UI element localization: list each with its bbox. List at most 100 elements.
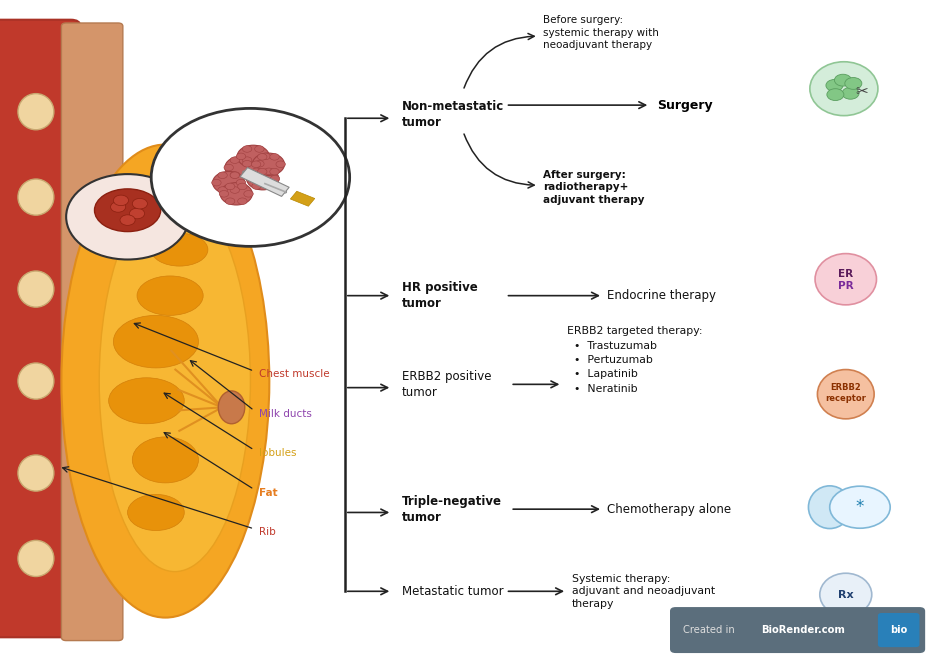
Text: ERBB2 positive
tumor: ERBB2 positive tumor [401, 370, 491, 399]
Circle shape [129, 208, 144, 219]
Circle shape [269, 154, 279, 160]
Circle shape [826, 89, 843, 101]
Ellipse shape [809, 62, 877, 116]
Ellipse shape [109, 378, 184, 424]
Text: Before surgery:
systemic therapy with
neoadjuvant therapy: Before surgery: systemic therapy with ne… [543, 16, 659, 50]
Circle shape [242, 146, 251, 152]
Circle shape [242, 171, 251, 178]
Circle shape [217, 187, 227, 193]
Circle shape [229, 157, 240, 164]
Circle shape [220, 183, 252, 205]
Ellipse shape [18, 271, 54, 307]
Circle shape [261, 153, 270, 160]
Ellipse shape [18, 94, 54, 130]
Circle shape [151, 108, 349, 246]
Circle shape [264, 168, 274, 175]
Text: Fat: Fat [259, 487, 278, 498]
Text: Non-metastatic
tumor: Non-metastatic tumor [401, 101, 503, 129]
Text: Chest muscle: Chest muscle [259, 369, 329, 380]
Circle shape [844, 78, 861, 89]
Ellipse shape [151, 233, 208, 266]
Circle shape [248, 164, 258, 171]
Circle shape [841, 87, 858, 99]
Circle shape [238, 198, 247, 204]
Circle shape [236, 153, 245, 160]
Ellipse shape [61, 145, 269, 618]
Text: lobules: lobules [259, 448, 296, 459]
Circle shape [211, 179, 221, 186]
Circle shape [825, 79, 842, 91]
Circle shape [264, 183, 274, 189]
FancyBboxPatch shape [0, 20, 80, 637]
Text: ER: ER [837, 269, 852, 279]
Circle shape [270, 175, 279, 182]
Text: Systemic therapy:
adjuvant and neoadjuvant
therapy: Systemic therapy: adjuvant and neoadjuva… [571, 574, 714, 608]
Polygon shape [240, 168, 289, 196]
Circle shape [242, 160, 251, 167]
Circle shape [120, 215, 135, 225]
Circle shape [251, 161, 261, 168]
Circle shape [225, 198, 234, 204]
Text: *: * [855, 498, 863, 516]
Circle shape [246, 168, 278, 190]
Text: Chemotherapy alone: Chemotherapy alone [606, 503, 730, 516]
Circle shape [257, 168, 266, 175]
Text: Endocrine therapy: Endocrine therapy [606, 289, 715, 302]
Circle shape [269, 168, 279, 175]
Ellipse shape [99, 191, 250, 572]
Text: Rx: Rx [837, 589, 852, 600]
Circle shape [229, 171, 240, 178]
Text: Metastatic tumor: Metastatic tumor [401, 585, 503, 598]
Text: ✂: ✂ [854, 85, 868, 99]
Circle shape [224, 164, 233, 171]
Circle shape [229, 172, 240, 179]
Text: ERBB2 targeted therapy:
  •  Trastuzumab
  •  Pertuzumab
  •  Lapatinib
  •  Ner: ERBB2 targeted therapy: • Trastuzumab • … [566, 327, 701, 394]
Circle shape [255, 146, 264, 152]
Text: BioRender.com: BioRender.com [760, 625, 844, 635]
Circle shape [829, 486, 889, 528]
Circle shape [242, 157, 251, 164]
Ellipse shape [817, 369, 873, 419]
Circle shape [251, 183, 261, 189]
Text: PR: PR [837, 281, 852, 291]
Ellipse shape [113, 315, 198, 368]
Circle shape [66, 174, 189, 260]
Circle shape [236, 179, 245, 186]
Text: bio: bio [889, 625, 906, 635]
Text: Milk ducts: Milk ducts [259, 409, 312, 419]
Circle shape [237, 145, 269, 168]
Ellipse shape [94, 189, 160, 232]
Circle shape [132, 198, 147, 209]
Ellipse shape [807, 486, 851, 528]
Circle shape [219, 191, 228, 197]
Ellipse shape [18, 363, 54, 399]
Circle shape [251, 168, 261, 175]
Ellipse shape [218, 391, 244, 424]
Circle shape [225, 183, 234, 190]
Circle shape [244, 191, 253, 197]
Circle shape [225, 156, 257, 179]
Circle shape [276, 161, 285, 168]
Ellipse shape [18, 540, 54, 577]
Circle shape [255, 160, 264, 167]
Text: ERBB2
receptor: ERBB2 receptor [824, 383, 866, 403]
Circle shape [252, 153, 284, 175]
Circle shape [257, 154, 266, 160]
Circle shape [110, 202, 126, 212]
Polygon shape [290, 191, 314, 206]
Text: Rib: Rib [259, 527, 276, 537]
FancyBboxPatch shape [877, 613, 919, 647]
FancyBboxPatch shape [669, 607, 924, 653]
Circle shape [834, 74, 851, 86]
Circle shape [245, 175, 255, 182]
Circle shape [212, 171, 244, 194]
Ellipse shape [137, 276, 203, 315]
Ellipse shape [18, 455, 54, 491]
Ellipse shape [127, 495, 184, 531]
Text: Created in: Created in [683, 625, 737, 635]
Circle shape [229, 187, 239, 193]
Text: After surgery:
radiotherapy+
adjuvant therapy: After surgery: radiotherapy+ adjuvant th… [543, 170, 644, 204]
Text: Surgery: Surgery [656, 99, 712, 112]
Ellipse shape [18, 179, 54, 215]
Text: HR positive
tumor: HR positive tumor [401, 281, 477, 310]
